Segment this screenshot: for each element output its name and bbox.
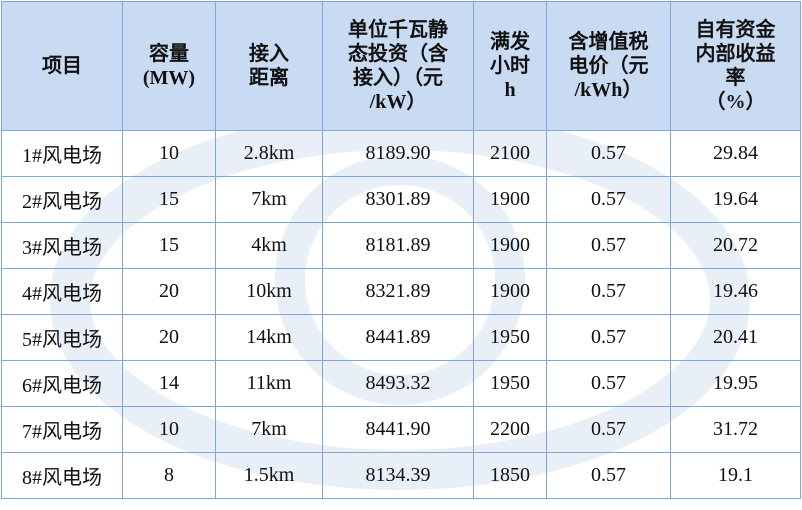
table-cell: 1.5km xyxy=(215,452,323,499)
table-cell: 19.95 xyxy=(670,360,801,407)
header-line: 单位千瓦静 xyxy=(348,19,448,41)
header-cell: 含增值税 电价（元/kWh） xyxy=(546,1,671,131)
header-cell: 接入 距离 xyxy=(215,1,323,131)
header-line: h xyxy=(504,79,516,101)
header-line: 含增值税 xyxy=(568,31,649,53)
table-cell: 3#风电场 xyxy=(1,222,123,269)
table-cell: 8493.32 xyxy=(322,360,474,407)
table-cell: 8#风电场 xyxy=(1,452,123,499)
header-cell: 容量 (MW) xyxy=(122,1,216,131)
table-cell: 1#风电场 xyxy=(1,130,123,177)
table-row: 6#风电场 14 11km 8493.32 1950 0.57 19.95 xyxy=(1,360,801,407)
table-cell: 15 xyxy=(122,222,216,269)
header-line: /kW） xyxy=(369,91,427,113)
header-line: 态投资（含 xyxy=(348,43,448,65)
table-cell: 10 xyxy=(122,406,216,453)
table-cell: 8321.89 xyxy=(322,268,474,315)
table-cell: 20.72 xyxy=(670,222,801,269)
table-cell: 0.57 xyxy=(546,360,671,407)
header-cell: 单位千瓦静 态投资（含 接入）（元/kW） xyxy=(322,1,474,131)
table-row: 5#风电场 20 14km 8441.89 1950 0.57 20.41 xyxy=(1,314,801,361)
table-cell: 4km xyxy=(215,222,323,269)
header-line: 电价（元 xyxy=(568,55,649,77)
table-cell: 8301.89 xyxy=(322,176,474,223)
table-cell: 19.64 xyxy=(670,176,801,223)
table-body: 1#风电场 10 2.8km 8189.90 2100 0.57 29.84 2#风电场 15 7… xyxy=(1,130,801,499)
table-cell: 10km xyxy=(215,268,323,315)
table-cell: 7#风电场 xyxy=(1,406,123,453)
header-line: 小时 xyxy=(490,55,530,77)
table-cell: 0.57 xyxy=(546,268,671,315)
header-row: 项目 容量 (MW) 接入 距离 单位千瓦静 态投资（含 接入）（元/kW） 满发 小时 h 含增值税… xyxy=(1,1,801,131)
table-cell: 8441.90 xyxy=(322,406,474,453)
table-cell: 20.41 xyxy=(670,314,801,361)
table-cell: 0.57 xyxy=(546,314,671,361)
table-cell: 1950 xyxy=(473,314,547,361)
table-cell: 20 xyxy=(122,268,216,315)
header-line: （%） xyxy=(705,91,766,113)
header-line: /kWh） xyxy=(574,79,643,101)
table-cell: 19.46 xyxy=(670,268,801,315)
table-cell: 1850 xyxy=(473,452,547,499)
table-cell: 0.57 xyxy=(546,130,671,177)
table-row: 3#风电场 15 4km 8181.89 1900 0.57 20.72 xyxy=(1,222,801,269)
table-cell: 7km xyxy=(215,176,323,223)
table-cell: 31.72 xyxy=(670,406,801,453)
table-cell: 1900 xyxy=(473,222,547,269)
table-cell: 0.57 xyxy=(546,222,671,269)
header-cell: 项目 xyxy=(1,1,123,131)
table-cell: 1900 xyxy=(473,176,547,223)
table-cell: 6#风电场 xyxy=(1,360,123,407)
header-line: 容量 xyxy=(149,43,189,65)
table-cell: 8189.90 xyxy=(322,130,474,177)
table-cell: 7km xyxy=(215,406,323,453)
table-cell: 1950 xyxy=(473,360,547,407)
table-row: 4#风电场 20 10km 8321.89 1900 0.57 19.46 xyxy=(1,268,801,315)
table-cell: 15 xyxy=(122,176,216,223)
table-cell: 2200 xyxy=(473,406,547,453)
data-table: 项目 容量 (MW) 接入 距离 单位千瓦静 态投资（含 接入）（元/kW） 满发 小时 h 含增值税… xyxy=(1,1,801,499)
header-line: 内部收益 xyxy=(695,43,776,65)
table-cell: 20 xyxy=(122,314,216,361)
table-cell: 0.57 xyxy=(546,452,671,499)
header-line: 项目 xyxy=(42,55,82,77)
table-cell: 2100 xyxy=(473,130,547,177)
table-row: 2#风电场 15 7km 8301.89 1900 0.57 19.64 xyxy=(1,176,801,223)
table-cell: 14 xyxy=(122,360,216,407)
table-row: 8#风电场 8 1.5km 8134.39 1850 0.57 19.1 xyxy=(1,452,801,499)
header-line: 满发 xyxy=(490,31,530,53)
table-cell: 11km xyxy=(215,360,323,407)
table-cell: 2#风电场 xyxy=(1,176,123,223)
table-cell: 0.57 xyxy=(546,406,671,453)
table-cell: 10 xyxy=(122,130,216,177)
header-line: 率 xyxy=(725,67,746,89)
table-cell: 19.1 xyxy=(670,452,801,499)
table-cell: 8181.89 xyxy=(322,222,474,269)
header-line: (MW) xyxy=(142,67,196,89)
header-cell: 自有资金 内部收益率（%） xyxy=(670,1,801,131)
table-cell: 4#风电场 xyxy=(1,268,123,315)
table-cell: 8441.89 xyxy=(322,314,474,361)
table-cell: 5#风电场 xyxy=(1,314,123,361)
table-cell: 29.84 xyxy=(670,130,801,177)
table-cell: 1900 xyxy=(473,268,547,315)
header-line: 距离 xyxy=(249,67,289,89)
header-cell: 满发 小时 h xyxy=(473,1,547,131)
table-cell: 8134.39 xyxy=(322,452,474,499)
header-line: 接入）（元 xyxy=(353,67,443,89)
header-line: 自有资金 xyxy=(695,19,776,41)
table-cell: 14km xyxy=(215,314,323,361)
table-row: 1#风电场 10 2.8km 8189.90 2100 0.57 29.84 xyxy=(1,130,801,177)
table-cell: 8 xyxy=(122,452,216,499)
table-cell: 2.8km xyxy=(215,130,323,177)
table-row: 7#风电场 10 7km 8441.90 2200 0.57 31.72 xyxy=(1,406,801,453)
table-cell: 0.57 xyxy=(546,176,671,223)
header-line: 接入 xyxy=(249,43,289,65)
